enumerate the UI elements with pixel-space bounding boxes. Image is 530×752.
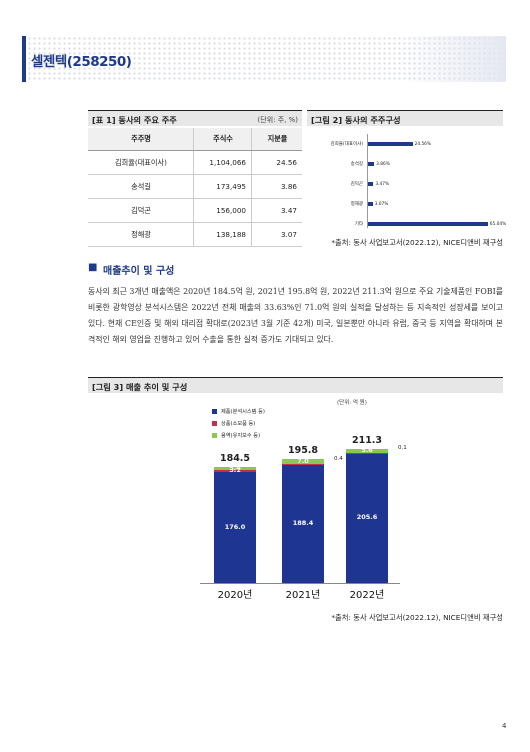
cell-name: 정해광 (88, 222, 194, 247)
fig3-caption: [그림 3] 매출 추이 및 구성 (88, 377, 503, 393)
page-title: 셀젠텍(258250) (31, 54, 132, 70)
fig3-x-tick-label: 2020년 (217, 590, 253, 601)
fig2-bar (367, 222, 488, 226)
fig3-total-label: 195.8 (287, 445, 319, 457)
cell-name: 송석길 (88, 174, 194, 199)
header-accent (22, 36, 26, 82)
fig2-axis (367, 134, 368, 228)
fig3-data-label: 0.1 (398, 444, 407, 451)
cell-ratio: 3.47 (251, 198, 302, 223)
fig3-bar-segment: 3.1 (214, 467, 256, 473)
fig3-x-tick-label: 2021년 (285, 590, 321, 601)
fig3-bar-segment: 205.6 (346, 453, 388, 583)
fig2-category-label: 송석길 (350, 162, 363, 167)
legend-label: 제품(분석시스템 등) (221, 409, 265, 415)
page-number: 4 (502, 722, 507, 730)
cell-shares: 138,188 (193, 222, 252, 247)
fig2-category-label: 김희율(대표이사) (330, 142, 364, 147)
legend-swatch (212, 409, 217, 414)
table1-caption: [표 1] 동사의 주요 주주 (단위: 주, %) (88, 110, 302, 126)
fig3-chart: 제품(분석시스템 등) 상품(소모품 등) 용역(유지보수 등) 176.0 3.1 5.… (88, 395, 503, 605)
body-paragraph: 동사의 최근 3개년 매출액은 2020년 184.5억 원, 2021년 19… (88, 287, 503, 344)
cell-name: 김희율(대표이사) (88, 150, 194, 175)
fig3-bar-segment: 7.0 (282, 458, 324, 465)
fig2-bar (367, 142, 413, 146)
fig3-total-label: 211.3 (351, 435, 383, 447)
table-row: 김덕곤 156,000 3.47 (88, 198, 302, 223)
cell-name: 김덕곤 (88, 198, 194, 223)
col-header: 지분율 (251, 128, 302, 151)
fig2-bar (367, 162, 375, 166)
fig2-value-label: 3.86% (376, 162, 390, 167)
legend-swatch (212, 421, 217, 426)
fig3-bar-segment: 176.0 (214, 472, 256, 583)
fig2-chart: 김희율(대표이사) 24.56% 송석길 3.86% 김덕곤 3.47% 정해광 3.07% 기… (307, 128, 507, 232)
fig3-data-label: 0.4 (334, 455, 343, 462)
cell-ratio: 3.86 (251, 174, 302, 199)
fig2-value-label: 3.47% (375, 182, 390, 187)
section-title: 매출추이 및 구성 (103, 266, 175, 277)
table1-unit: (단위: 주, %) (257, 116, 298, 124)
legend-label: 상품(소모품 등) (221, 421, 256, 427)
cell-ratio: 24.56 (251, 150, 302, 175)
header-fade (400, 36, 506, 82)
section-marker: ■ (88, 262, 98, 273)
fig2-category-label: 정해광 (350, 202, 363, 207)
legend-swatch (212, 433, 217, 438)
fig3-source: *출처: 동사 사업보고서(2022.12), NICE디앤비 재구성 (331, 613, 503, 622)
fig2-value-label: 24.56% (414, 142, 431, 147)
fig3-bar-segment: 188.4 (282, 464, 324, 583)
fig3-axis (200, 583, 400, 584)
shareholder-table: 주주명 주식수 지분율 김희율(대표이사) 1,104,066 24.56 송석… (88, 128, 302, 247)
legend-label: 용역(유지보수 등) (221, 433, 261, 439)
fig2-category-label: 기타 (354, 222, 363, 227)
fig3-bar-segment (282, 463, 324, 465)
table1-caption-text: [표 1] 동사의 주요 주주 (92, 115, 177, 125)
fig2-caption: [그림 2] 동사의 주주구성 (307, 110, 503, 126)
fig2-bar (367, 202, 373, 206)
table-row: 송석길 173,495 3.86 (88, 174, 302, 199)
col-header: 주주명 (88, 128, 194, 151)
table-header-row: 주주명 주식수 지분율 (88, 128, 302, 151)
cell-shares: 1,104,066 (193, 150, 252, 175)
fig2-category-label: 김덕곤 (350, 182, 363, 187)
fig2-bar (367, 182, 374, 186)
cell-shares: 156,000 (193, 198, 252, 223)
cell-ratio: 3.07 (251, 222, 302, 247)
fig2-value-label: 65.04% (489, 222, 507, 227)
fig3-total-label: 184.5 (219, 452, 251, 464)
table-row: 김희율(대표이사) 1,104,066 24.56 (88, 150, 302, 175)
fig2-value-label: 3.07% (374, 202, 389, 207)
fig3-bar-segment (346, 452, 388, 454)
col-header: 주식수 (193, 128, 252, 151)
cell-shares: 173,495 (193, 174, 252, 199)
fig2-source: *출처: 동사 사업보고서(2022.12), NICE디앤비 재구성 (331, 238, 503, 247)
fig3-x-tick-label: 2022년 (349, 590, 385, 601)
table-row: 정해광 138,188 3.07 (88, 222, 302, 247)
fig3-unit: (단위: 억 원) (337, 400, 367, 406)
fig3-bar-segment: 5.6 (346, 447, 388, 453)
fig3-bar-segment: 5.4 (214, 464, 256, 471)
